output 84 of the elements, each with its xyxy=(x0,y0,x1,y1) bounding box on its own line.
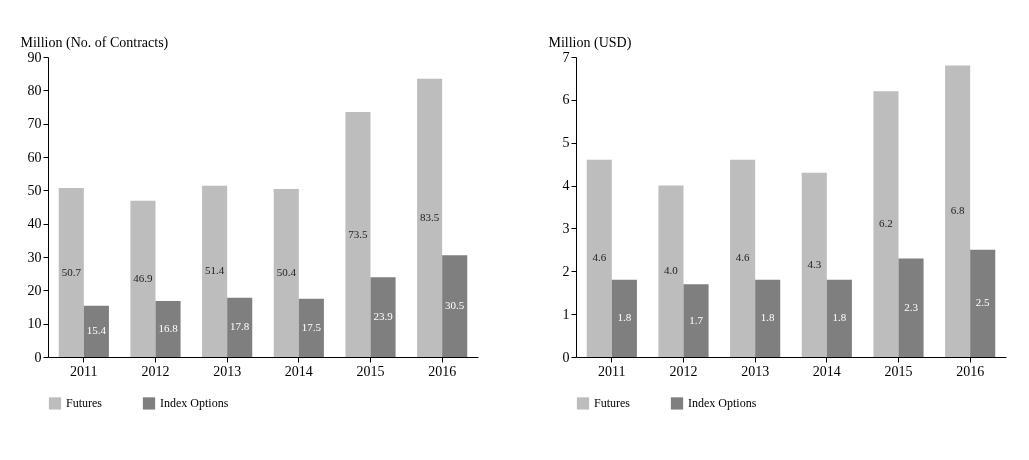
bar xyxy=(227,297,253,357)
y-tick-label: 70 xyxy=(27,116,42,132)
x-tick-label: 2012 xyxy=(141,363,170,379)
bar xyxy=(683,284,709,357)
y-tick-label: 60 xyxy=(27,149,42,165)
y-tick-label: 5 xyxy=(562,135,570,151)
data-label: 16.8 xyxy=(158,322,179,334)
y-tick-label: 1 xyxy=(562,306,570,322)
bar xyxy=(155,301,181,357)
x-tick-label: 2015 xyxy=(884,363,913,379)
data-label: 23.9 xyxy=(373,310,394,323)
bar xyxy=(658,185,684,357)
y-axis-title: Million (USD) xyxy=(548,34,632,51)
data-label: 4.3 xyxy=(807,257,822,270)
data-label: 50.7 xyxy=(61,265,82,278)
y-tick-label: 3 xyxy=(562,220,570,236)
bar xyxy=(801,172,827,357)
x-tick-label: 2013 xyxy=(213,363,242,379)
bar xyxy=(273,189,299,357)
y-tick-label: 0 xyxy=(562,349,570,365)
x-tick-label: 2014 xyxy=(812,363,841,379)
y-tick-label: 40 xyxy=(27,216,42,232)
data-label: 1.7 xyxy=(689,313,704,326)
x-tick-label: 2012 xyxy=(669,363,698,379)
bar xyxy=(586,159,612,357)
x-tick-label: 2016 xyxy=(956,363,985,379)
bar xyxy=(298,298,324,357)
y-tick-label: 10 xyxy=(27,316,42,332)
data-label: 30.5 xyxy=(445,299,465,312)
x-tick-label: 2016 xyxy=(428,363,457,379)
data-label: 6.8 xyxy=(950,204,965,217)
legend-label: Futures xyxy=(594,396,631,411)
bar xyxy=(611,279,637,357)
bar xyxy=(345,112,371,357)
data-label: 17.5 xyxy=(301,320,322,333)
bar xyxy=(370,277,396,357)
data-label: 73.5 xyxy=(348,227,369,240)
data-label: 4.0 xyxy=(664,264,679,277)
bar xyxy=(755,279,781,357)
data-label: 4.6 xyxy=(592,251,607,264)
x-tick-label: 2011 xyxy=(598,363,626,379)
x-tick-label: 2014 xyxy=(284,363,313,379)
bar xyxy=(970,249,996,357)
legend-label: Futures xyxy=(66,396,103,411)
data-label: 83.5 xyxy=(420,210,440,223)
data-label: 2.5 xyxy=(975,296,991,309)
bar xyxy=(898,258,924,357)
bar xyxy=(442,255,468,357)
bar xyxy=(83,305,109,357)
y-tick-label: 80 xyxy=(27,82,42,98)
y-tick-label: 6 xyxy=(562,92,570,108)
data-label: 15.4 xyxy=(86,324,107,337)
data-label: 17.8 xyxy=(230,320,250,333)
x-tick-label: 2015 xyxy=(356,363,385,379)
legend-label: Index Options xyxy=(688,396,757,411)
y-tick-label: 20 xyxy=(27,282,42,298)
data-label: 1.8 xyxy=(760,311,776,324)
bar xyxy=(202,185,228,357)
data-label: 2.3 xyxy=(904,300,919,313)
y-tick-label: 7 xyxy=(562,49,570,65)
data-label: 6.2 xyxy=(879,217,893,230)
x-tick-label: 2011 xyxy=(70,363,98,379)
data-label: 1.8 xyxy=(617,311,632,324)
bar xyxy=(730,159,756,357)
data-label: 50.4 xyxy=(276,266,297,278)
bar xyxy=(130,200,156,357)
bar xyxy=(873,91,899,357)
data-label: 4.6 xyxy=(735,251,750,264)
x-tick-label: 2013 xyxy=(741,363,770,379)
y-tick-label: 2 xyxy=(562,263,570,279)
legend-label: Index Options xyxy=(160,396,229,411)
data-label: 1.8 xyxy=(832,311,847,324)
bar xyxy=(826,279,852,357)
y-axis-title: Million (No. of Contracts) xyxy=(20,34,169,51)
y-tick-label: 90 xyxy=(27,49,42,65)
bar xyxy=(58,188,84,357)
bar xyxy=(945,65,971,357)
y-tick-label: 0 xyxy=(34,349,42,365)
data-label: 51.4 xyxy=(205,264,225,277)
bar xyxy=(417,78,443,357)
y-tick-label: 4 xyxy=(562,178,570,194)
y-tick-label: 30 xyxy=(27,249,42,265)
data-label: 46.9 xyxy=(133,271,154,284)
y-tick-label: 50 xyxy=(27,182,42,198)
